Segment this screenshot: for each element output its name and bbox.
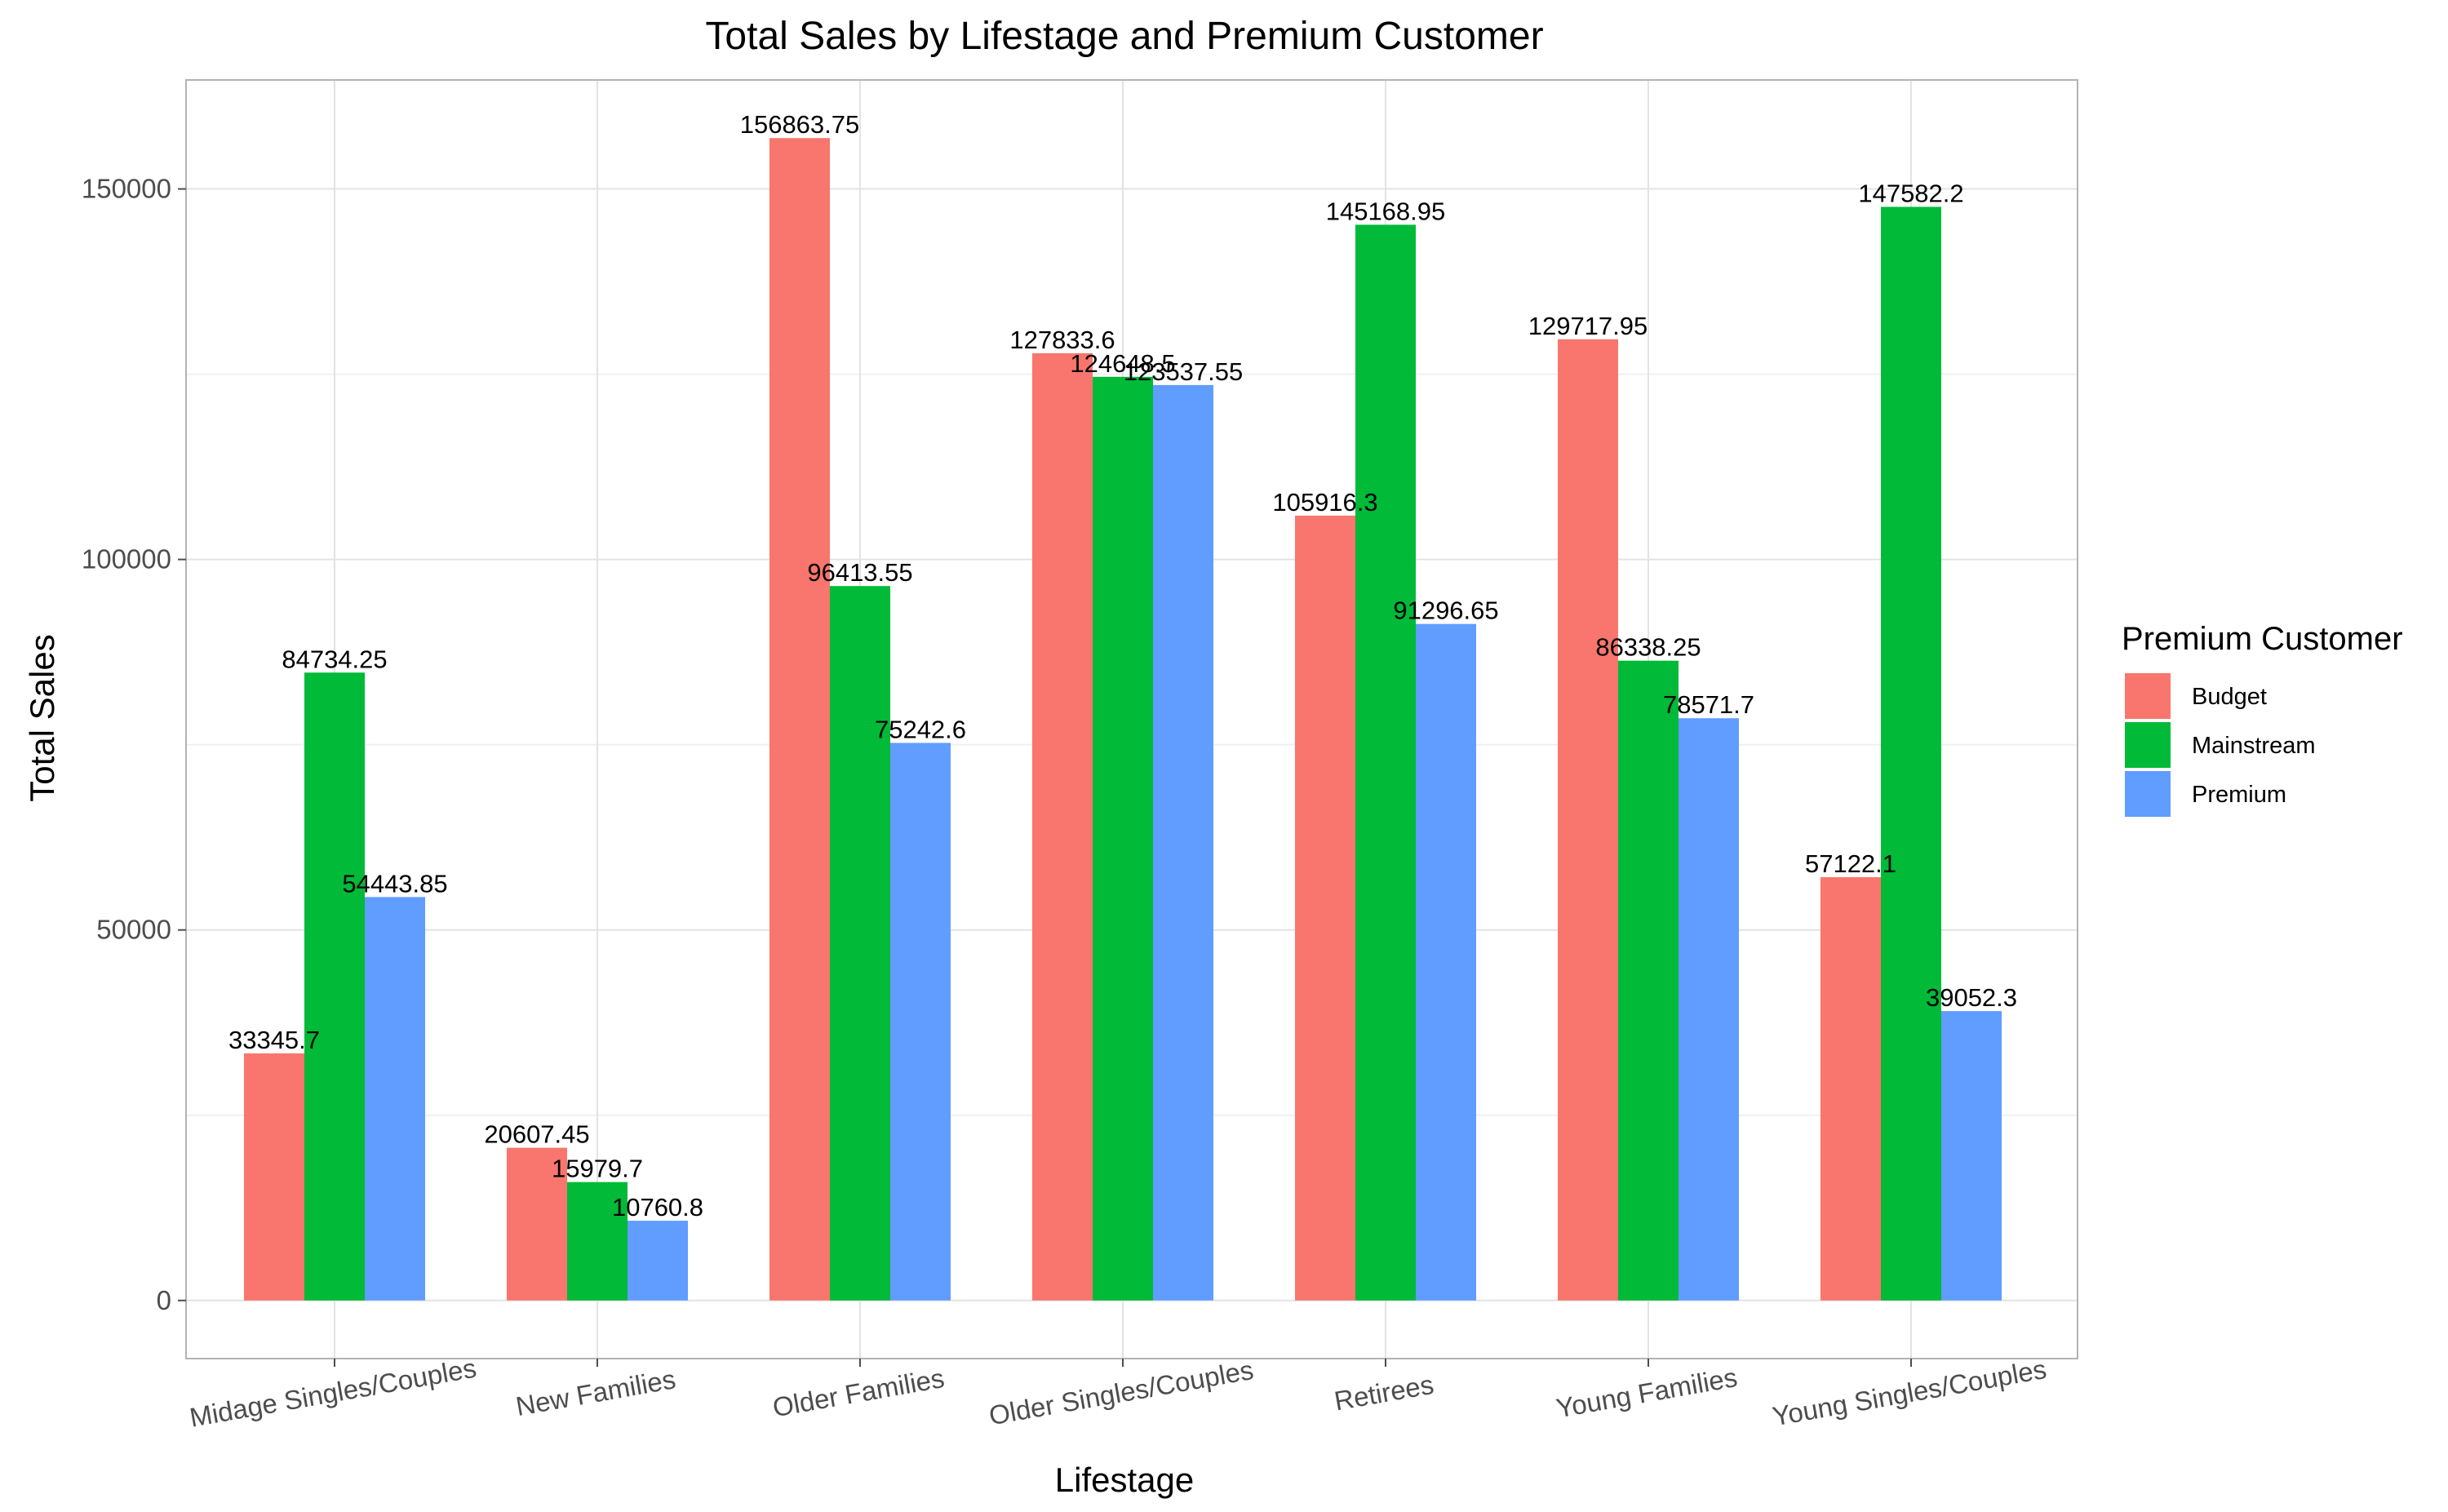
- bar: [1558, 339, 1618, 1301]
- bar: [1093, 376, 1153, 1301]
- data-label: 105916.3: [1272, 488, 1377, 517]
- data-label: 156863.75: [740, 110, 860, 139]
- bar: [1295, 515, 1355, 1301]
- bar: [1941, 1011, 2002, 1301]
- bar: [830, 586, 890, 1301]
- bar: [1355, 224, 1416, 1301]
- bar: [1416, 623, 1476, 1301]
- bar: [1820, 877, 1881, 1301]
- y-tick-label: 50000: [96, 915, 171, 945]
- panel-border: [185, 79, 2078, 1359]
- legend-key: [2125, 722, 2171, 768]
- y-tick-label: 100000: [82, 544, 171, 574]
- data-label: 145168.95: [1326, 197, 1446, 225]
- bar: [1032, 353, 1093, 1301]
- legend-key: [2125, 771, 2171, 817]
- data-label: 75242.6: [875, 715, 966, 743]
- legend-label: Premium: [2192, 782, 2286, 808]
- data-label: 127833.6: [1009, 326, 1115, 354]
- bar: [890, 743, 951, 1301]
- data-label: 123537.55: [1124, 357, 1244, 386]
- data-label: 147582.2: [1858, 180, 1963, 208]
- legend-key: [2125, 673, 2171, 719]
- bar: [1881, 206, 1941, 1301]
- data-label: 124648.5: [1070, 349, 1175, 378]
- data-label: 129717.95: [1528, 312, 1648, 340]
- bar: [507, 1147, 567, 1301]
- y-tick-label: 150000: [82, 174, 171, 204]
- bar: [365, 897, 425, 1301]
- bar: [304, 672, 365, 1301]
- bar: [1153, 384, 1213, 1301]
- data-label: 54443.85: [342, 869, 447, 898]
- bar: [769, 138, 830, 1301]
- legend-label: Mainstream: [2192, 733, 2316, 759]
- data-label: 10760.8: [612, 1193, 703, 1222]
- data-labels-layer: 33345.7 84734.25 54443.85 20607.45 15979.7 10…: [228, 110, 2017, 1222]
- data-label: 86338.25: [1595, 633, 1701, 662]
- bar: [1618, 660, 1679, 1301]
- bar: [628, 1221, 688, 1301]
- bar: [1679, 718, 1739, 1301]
- bar: [244, 1053, 304, 1301]
- bars-layer: [244, 138, 2002, 1301]
- data-label: 96413.55: [807, 558, 912, 587]
- data-label: 78571.7: [1663, 690, 1754, 719]
- data-label: 57122.1: [1805, 849, 1896, 878]
- data-label: 20607.45: [484, 1120, 589, 1149]
- chart-title: Total Sales by Lifestage and Premium Cus…: [705, 15, 1543, 58]
- y-tick-label: 0: [157, 1285, 171, 1315]
- data-label: 84734.25: [282, 645, 387, 673]
- data-label: 39052.3: [1926, 983, 2017, 1012]
- bar: [567, 1182, 628, 1301]
- data-label: 33345.7: [228, 1026, 320, 1054]
- data-label: 91296.65: [1393, 596, 1498, 625]
- legend: Premium Customer Budget Mainstream Premium: [2122, 621, 2403, 817]
- x-axis-title: Lifestage: [1055, 1461, 1194, 1499]
- legend-label: Budget: [2192, 684, 2267, 710]
- data-label: 15979.7: [552, 1155, 643, 1183]
- legend-title: Premium Customer: [2122, 621, 2403, 657]
- y-axis-title: Total Sales: [23, 634, 61, 801]
